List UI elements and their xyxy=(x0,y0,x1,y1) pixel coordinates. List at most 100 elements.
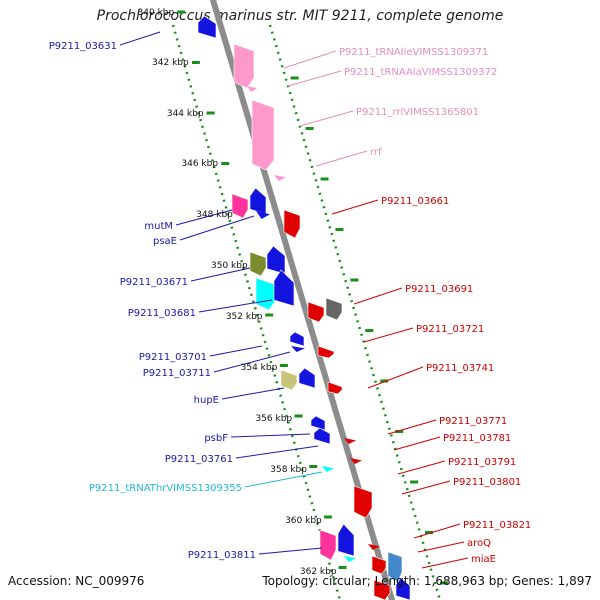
gene-label-left: P9211_tRNAThrVIMSS1309355 xyxy=(89,483,242,494)
gene-blue xyxy=(395,577,411,600)
scale-label: 350 kbp xyxy=(211,261,248,271)
gene-cyan xyxy=(344,556,356,562)
gene-blue xyxy=(291,346,305,352)
label-leader-line xyxy=(213,351,291,373)
label-leader-line xyxy=(387,419,437,435)
gene-label-left: psbF xyxy=(204,433,228,444)
gene-label-left: hupE xyxy=(194,395,219,406)
gene-red xyxy=(353,485,373,519)
label-leader-line xyxy=(179,215,255,241)
label-leader-line xyxy=(283,50,337,69)
gene-label-right: P9211_rrlVIMSS1365801 xyxy=(356,107,479,118)
gene-blue xyxy=(249,187,267,215)
label-leader-line xyxy=(299,110,354,127)
label-leader-line xyxy=(244,471,323,488)
label-layer: 340 kbp 342 kbp 344 kbp 346 kbp 348 kbp 350 k… xyxy=(49,8,532,577)
scale-label: 342 kbp xyxy=(152,58,189,68)
gene-label-left: P9211_03711 xyxy=(143,368,211,379)
gene-cyan xyxy=(322,466,334,472)
gene-red xyxy=(350,458,362,464)
gene-red xyxy=(344,438,356,444)
gene-red xyxy=(368,544,380,550)
accession-text: Accession: NC_009976 xyxy=(8,574,145,588)
gene-magenta xyxy=(231,193,249,219)
gene-label-right: P9211_03691 xyxy=(405,284,473,295)
gene-red xyxy=(283,209,301,239)
scale-label: 358 kbp xyxy=(270,465,307,475)
gene-label-right: P9211_03721 xyxy=(416,324,484,335)
gene-label-left: P9211_03761 xyxy=(165,454,233,465)
label-leader-line xyxy=(397,460,446,475)
label-leader-line xyxy=(209,345,263,357)
scale-label: 346 kbp xyxy=(181,159,218,169)
gene-label-right: P9211_tRNAIleVIMSS1309371 xyxy=(339,47,488,58)
gene-pink xyxy=(247,86,257,92)
label-leader-line xyxy=(190,267,251,282)
gene-label-right: miaE xyxy=(471,554,496,565)
gene-steelblue xyxy=(387,551,403,583)
scale-label: 354 kbp xyxy=(241,363,278,373)
gene-label-right: P9211_03791 xyxy=(448,457,516,468)
gene-label-right: P9211_03741 xyxy=(426,363,494,374)
gene-label-right: rrf xyxy=(370,147,382,158)
gene-olive xyxy=(249,251,267,277)
gene-red xyxy=(307,301,325,323)
gene-label-right: aroQ xyxy=(467,538,491,549)
tick-track-left xyxy=(171,24,342,600)
gene-label-right: P9211_03781 xyxy=(443,433,511,444)
gene-label-left: P9211_03811 xyxy=(188,550,256,561)
gene-label-right: P9211_03771 xyxy=(439,416,507,427)
gene-blue xyxy=(298,367,316,389)
gene-label-right: P9211_03801 xyxy=(453,477,521,488)
label-leader-line xyxy=(393,436,441,451)
gene-blue xyxy=(289,331,305,347)
gene-label-left: P9211_03631 xyxy=(49,41,117,52)
label-leader-line xyxy=(367,366,424,389)
map-title: Prochlorococcus marinus str. MIT 9211, c… xyxy=(96,8,504,24)
label-line-layer xyxy=(119,31,469,569)
gene-pink xyxy=(274,175,286,181)
gene-blue xyxy=(273,269,295,307)
genome-summary-text: Topology: circular; Length: 1,688,963 bp… xyxy=(262,574,592,588)
label-leader-line xyxy=(331,199,379,215)
gene-label-left: psaE xyxy=(153,236,177,247)
scale-label: 352 kbp xyxy=(226,312,263,322)
gene-blue xyxy=(197,15,217,39)
scale-label: 348 kbp xyxy=(196,210,233,220)
label-leader-line xyxy=(363,327,414,343)
gene-blue xyxy=(313,427,331,445)
scale-label: 340 kbp xyxy=(138,8,175,18)
gene-gray xyxy=(325,297,343,321)
gene-pink xyxy=(233,43,255,89)
label-leader-line xyxy=(221,387,285,400)
gene-blue xyxy=(266,245,286,275)
gene-label-right: P9211_03821 xyxy=(463,520,531,531)
label-leader-line xyxy=(119,31,161,46)
gene-magenta xyxy=(319,529,337,561)
gene-label-left: P9211_03681 xyxy=(128,308,196,319)
label-leader-line xyxy=(235,445,319,459)
gene-red xyxy=(317,345,335,359)
gene-khaki xyxy=(280,369,298,391)
gene-label-right: P9211_tRNAAlaVIMSS1309372 xyxy=(344,67,497,78)
gene-layer xyxy=(197,15,411,600)
gene-label-left: P9211_03701 xyxy=(139,352,207,363)
scale-label: 344 kbp xyxy=(167,109,204,119)
gene-pink xyxy=(251,99,275,171)
gene-label-left: mutM xyxy=(144,221,173,232)
scale-label: 356 kbp xyxy=(255,414,292,424)
gene-blue xyxy=(310,415,326,431)
label-leader-line xyxy=(258,547,323,555)
tick-track-right xyxy=(268,24,442,600)
gene-blue xyxy=(256,211,270,219)
gene-cyan xyxy=(255,277,277,311)
label-leader-line xyxy=(230,433,311,438)
scale-label: 360 kbp xyxy=(285,516,322,526)
gene-red xyxy=(373,579,391,600)
gene-label-right: P9211_03661 xyxy=(381,196,449,207)
label-leader-line xyxy=(421,557,469,569)
label-leader-line xyxy=(401,480,451,495)
gene-label-left: P9211_03671 xyxy=(120,277,188,288)
scale-label: 362 kbp xyxy=(300,567,337,577)
